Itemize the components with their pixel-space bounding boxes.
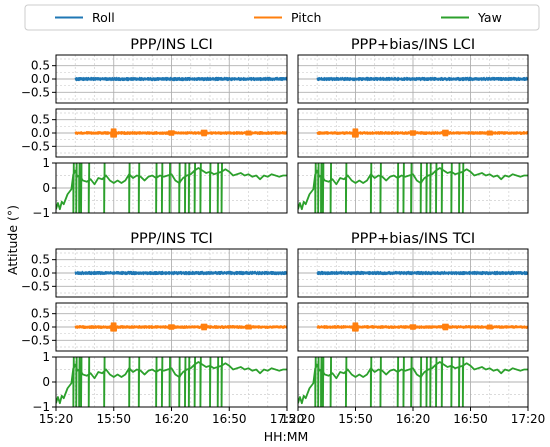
series-pitch-line xyxy=(74,128,287,138)
series-pitch-line xyxy=(316,322,528,332)
y-tick-label: −0.5 xyxy=(21,333,50,347)
legend-label-pitch: Pitch xyxy=(291,10,321,25)
series-roll-line xyxy=(316,76,528,82)
panel-title: PPP+bias/INS TCI xyxy=(351,231,475,247)
series-roll-line xyxy=(316,270,528,276)
y-tick-label: 0.5 xyxy=(31,253,50,267)
x-tick-label: 17:20 xyxy=(270,412,305,426)
x-tick-label: 15:20 xyxy=(281,412,316,426)
x-tick-label: 15:50 xyxy=(96,412,131,426)
y-tick-label: 0.0 xyxy=(31,266,50,280)
series-yaw-line xyxy=(56,163,287,213)
y-tick-label: 0.0 xyxy=(31,320,50,334)
legend: Roll Pitch Yaw xyxy=(24,4,540,31)
x-tick-label: 16:50 xyxy=(212,412,247,426)
panel-frame xyxy=(297,162,529,214)
y-tick-label: 0 xyxy=(42,375,50,389)
panels: PPP/INS LCI0.50.0−0.50.50.0−0.510−1PPP+b… xyxy=(21,37,545,426)
panel-frame xyxy=(297,248,529,298)
y-tick-label: 1 xyxy=(42,156,50,170)
series-yaw-line xyxy=(298,163,528,213)
y-tick-label: −1 xyxy=(32,400,50,414)
y-tick-label: 0.0 xyxy=(31,72,50,86)
y-tick-label: 0.5 xyxy=(31,59,50,73)
panel-frame xyxy=(297,54,529,104)
panel-frame xyxy=(297,108,529,158)
legend-label-yaw: Yaw xyxy=(477,10,502,25)
x-axis-label: HH:MM xyxy=(264,429,309,444)
legend-label-roll: Roll xyxy=(92,10,115,25)
y-tick-label: 0 xyxy=(42,181,50,195)
series-yaw-line xyxy=(298,357,528,407)
y-tick-label: 0.5 xyxy=(31,113,50,127)
panel-title: PPP/INS LCI xyxy=(130,37,213,53)
x-tick-label: 17:20 xyxy=(511,412,546,426)
x-tick-label: 16:50 xyxy=(453,412,488,426)
panel-title: PPP/INS TCI xyxy=(130,231,212,247)
x-tick-label: 16:20 xyxy=(396,412,431,426)
series-pitch-line xyxy=(316,128,528,138)
y-tick-label: −0.5 xyxy=(21,139,50,153)
y-tick-label: −0.5 xyxy=(21,279,50,293)
y-tick-label: 0.0 xyxy=(31,126,50,140)
panel-frame xyxy=(297,302,529,352)
series-pitch-line xyxy=(74,322,287,332)
y-tick-label: 1 xyxy=(42,350,50,364)
x-tick-label: 16:20 xyxy=(154,412,189,426)
series-yaw-line xyxy=(56,357,287,407)
y-tick-label: −1 xyxy=(32,206,50,220)
x-tick-label: 15:50 xyxy=(338,412,373,426)
y-tick-label: 0.5 xyxy=(31,307,50,321)
series-roll-line xyxy=(74,270,287,276)
panel-title: PPP+bias/INS LCI xyxy=(351,37,475,53)
series-roll-line xyxy=(74,76,287,82)
y-tick-label: −0.5 xyxy=(21,85,50,99)
x-tick-label: 15:20 xyxy=(39,412,74,426)
y-axis-label: Attitude (°) xyxy=(5,205,20,275)
